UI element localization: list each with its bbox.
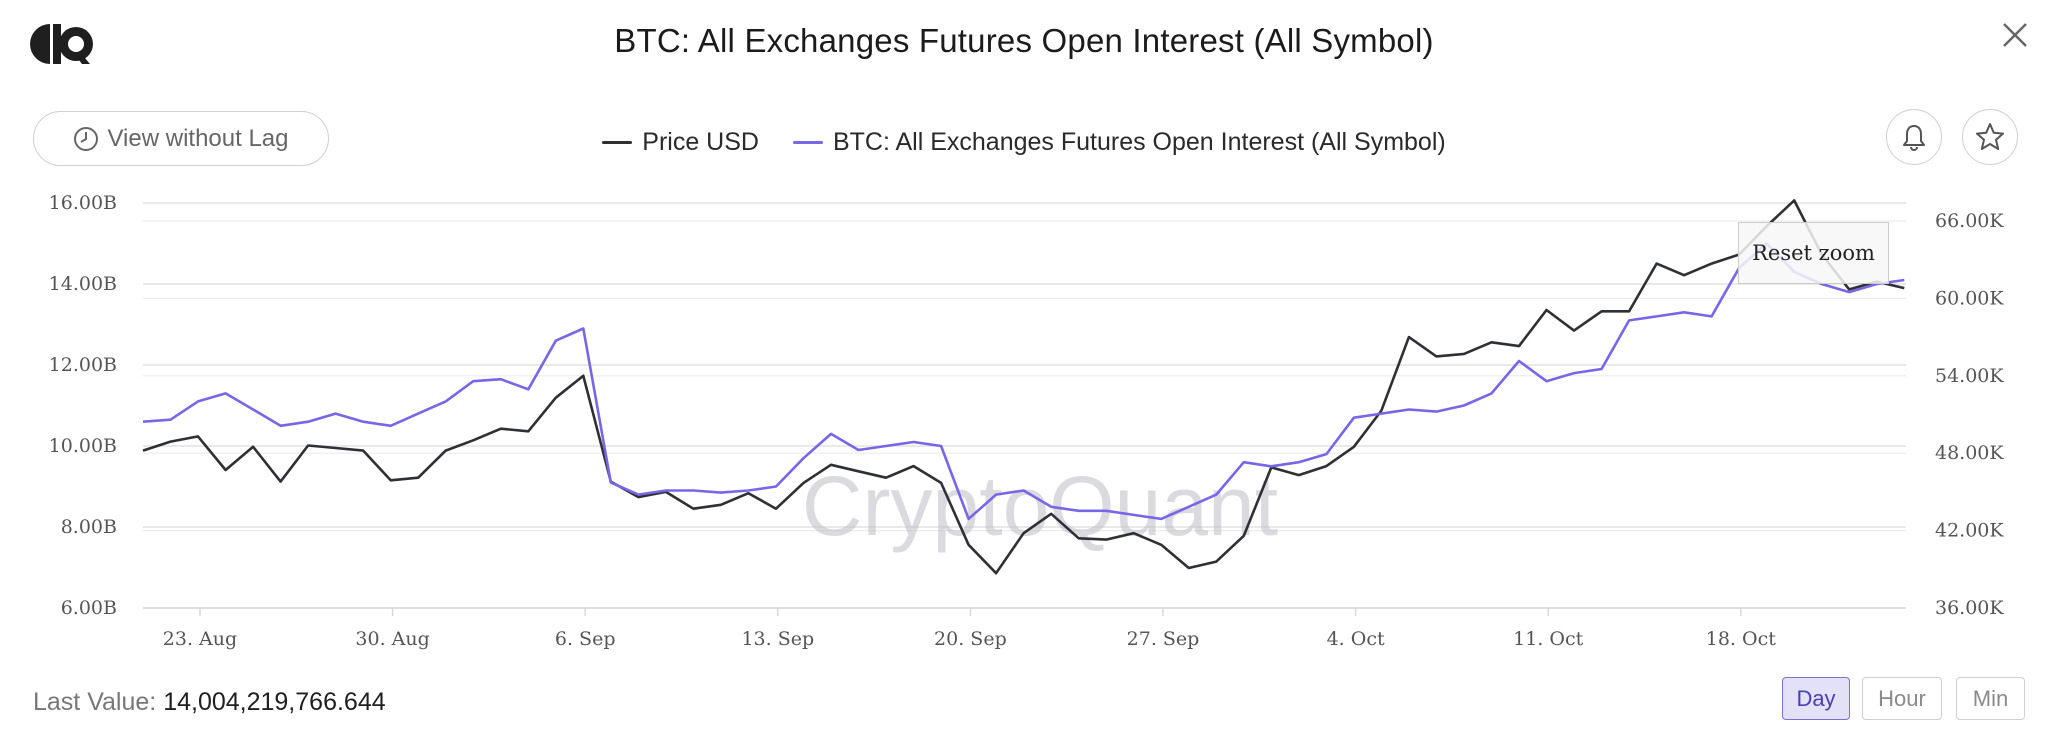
reset-zoom-button[interactable]: Reset zoom bbox=[1738, 222, 1889, 284]
right-axis-tick-label: 36.00K bbox=[1935, 597, 2004, 619]
right-axis-tick-label: 66.00K bbox=[1935, 210, 2004, 232]
left-axis-tick-label: 10.00B bbox=[49, 435, 117, 457]
axis-ticks: 6.00B 8.00B 10.00B 12.00B 14.00B 16.00B 36.00K… bbox=[49, 192, 2005, 650]
x-axis-tick-label: 27. Sep bbox=[1127, 628, 1200, 650]
right-axis-tick-label: 48.00K bbox=[1935, 442, 2004, 464]
legend-item-open-interest[interactable]: BTC: All Exchanges Futures Open Interest… bbox=[792, 128, 1446, 157]
x-axis-tick-label: 23. Aug bbox=[163, 628, 237, 650]
x-axis-tick-label: 18. Oct bbox=[1706, 628, 1776, 650]
left-axis-tick-label: 8.00B bbox=[61, 516, 117, 538]
x-axis-tick-label: 4. Oct bbox=[1327, 628, 1385, 650]
alert-button[interactable] bbox=[1886, 109, 1942, 165]
x-axis-tick-label: 13. Sep bbox=[741, 628, 814, 650]
left-axis-tick-label: 16.00B bbox=[49, 192, 117, 214]
x-axis-tick-label: 11. Oct bbox=[1513, 628, 1583, 650]
clock-icon bbox=[74, 126, 99, 151]
range-min-button[interactable]: Min bbox=[1956, 677, 2025, 720]
view-without-lag-button[interactable]: View without Lag bbox=[33, 111, 329, 166]
last-value: Last Value: 14,004,219,766.644 bbox=[33, 688, 386, 717]
right-axis-tick-label: 42.00K bbox=[1935, 520, 2004, 542]
range-hour-button[interactable]: Hour bbox=[1862, 677, 1942, 720]
legend-label-price: Price USD bbox=[642, 128, 759, 156]
left-axis-tick-label: 12.00B bbox=[49, 354, 117, 376]
legend-item-price[interactable]: Price USD bbox=[602, 128, 759, 157]
right-axis-tick-label: 60.00K bbox=[1935, 287, 2004, 309]
range-day-button[interactable]: Day bbox=[1782, 677, 1850, 720]
legend-swatch-price bbox=[602, 141, 633, 144]
last-value-label: Last Value: bbox=[33, 688, 157, 716]
x-axis-tick-label: 6. Sep bbox=[555, 628, 616, 650]
favorite-button[interactable] bbox=[1962, 109, 2018, 165]
left-axis-tick-label: 14.00B bbox=[49, 273, 117, 295]
chart-legend: Price USD BTC: All Exchanges Futures Ope… bbox=[0, 128, 2048, 157]
page-title: BTC: All Exchanges Futures Open Interest… bbox=[614, 22, 1434, 59]
x-axis-tick-label: 30. Aug bbox=[355, 628, 429, 650]
legend-label-open-interest: BTC: All Exchanges Futures Open Interest… bbox=[832, 128, 1446, 156]
left-axis-tick-label: 6.00B bbox=[61, 597, 117, 619]
last-value-number: 14,004,219,766.644 bbox=[163, 688, 386, 716]
cryptoquant-logo-icon[interactable] bbox=[30, 22, 94, 66]
watermark-text: CryptoQuant bbox=[802, 459, 1278, 553]
star-icon bbox=[1976, 123, 2004, 150]
legend-swatch-open-interest bbox=[792, 141, 823, 144]
right-axis-tick-label: 54.00K bbox=[1935, 365, 2004, 387]
x-axis-tick-label: 20. Sep bbox=[934, 628, 1007, 650]
view-without-lag-label: View without Lag bbox=[107, 124, 289, 152]
series-lines bbox=[142, 199, 1905, 575]
bell-icon bbox=[1903, 125, 1925, 151]
close-icon[interactable] bbox=[1996, 16, 2034, 54]
gridlines bbox=[143, 202, 1906, 616]
